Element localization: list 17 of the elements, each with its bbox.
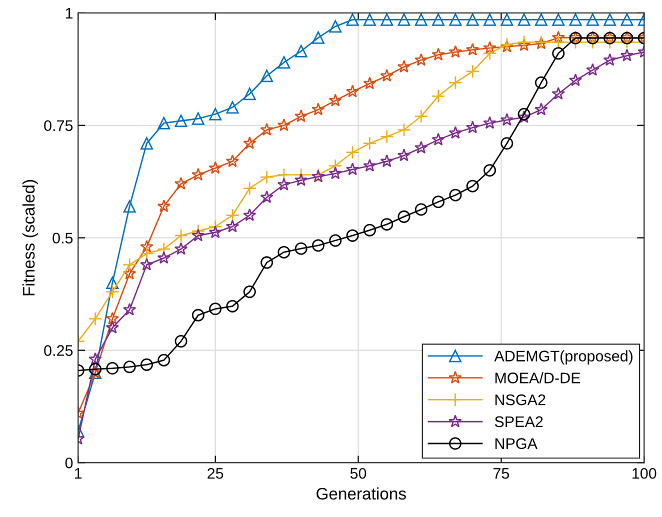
y-tick-label: 1 [66,8,73,18]
y-tick-label: 0.75 [44,120,73,132]
x-tick-label: 50 [350,468,366,479]
legend-label: NSGA2 [495,394,546,406]
x-tick-label: 100 [632,468,656,479]
y-tick-label: 0.5 [52,232,73,244]
y-tick-label: 0 [65,458,73,468]
legend-label: MOEA/D-DE [495,372,580,384]
x-tick-label: 1 [75,468,82,479]
x-tick-label: 25 [208,468,224,479]
legend-label: NPGA [495,438,538,449]
y-tick-label: 0.25 [44,345,73,356]
y-axis-title: Fitness (scaled) [22,180,38,296]
legend-label: SPEA2 [494,416,543,428]
x-axis-title: Generations [316,487,406,500]
x-tick-label: 75 [493,468,510,479]
legend-label: ADEMGT(proposed) [494,350,632,364]
